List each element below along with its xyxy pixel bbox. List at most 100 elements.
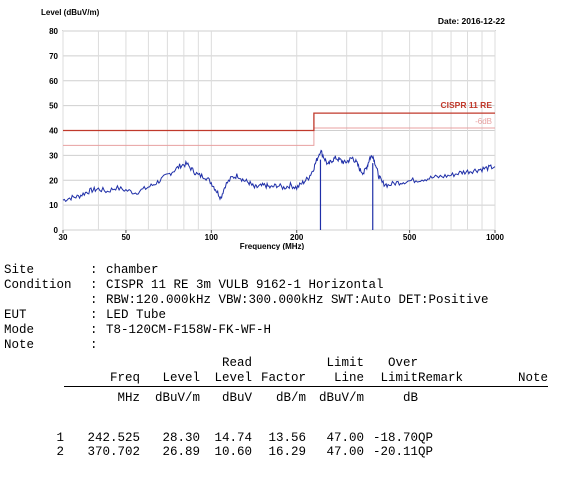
header-cell: Level xyxy=(214,371,252,385)
info-key: Condition xyxy=(4,278,72,292)
header-cell: Line xyxy=(333,371,364,385)
info-row-bandwidth: : RBW:120.000kHz VBW:300.000kHz SWT:Auto… xyxy=(4,293,489,308)
unit-cell xyxy=(502,386,548,409)
header-cell: Note xyxy=(517,371,548,385)
info-colon: : xyxy=(90,338,98,352)
limit-lines xyxy=(63,112,495,146)
unit-cell xyxy=(50,387,64,410)
table-cell: QP xyxy=(418,445,434,459)
series-line xyxy=(62,149,496,203)
info-colon: : xyxy=(90,278,98,292)
table-cell: 28.30 xyxy=(162,431,200,445)
emission-chart: 0 10 20 30 40 50 60 70 80 30 50 100 200 500 1000 Leve… xyxy=(41,8,505,250)
table-cell: 2 xyxy=(56,445,64,459)
series-lines xyxy=(62,149,496,203)
x-tick-label: 30 xyxy=(59,233,68,242)
x-tick-label: 500 xyxy=(403,233,417,242)
margin-line-label: -6dB xyxy=(475,117,492,126)
x-tick-labels: 30 50 100 200 500 1000 xyxy=(59,230,504,242)
info-value: RBW:120.000kHz VBW:300.000kHz SWT:Auto D… xyxy=(106,293,489,307)
table-cell: 14.74 xyxy=(214,431,252,445)
info-row-eut: EUT : LED Tube xyxy=(4,308,489,323)
header-row-bottom: Freq Level Level Factor Line Limit Remar… xyxy=(50,371,548,387)
header-cell xyxy=(252,356,306,371)
info-value: chamber xyxy=(106,263,159,277)
margin-line xyxy=(63,127,495,146)
limit-line xyxy=(63,112,495,132)
units-row: MHz dBuV/m dBuV dB/m dBuV/m dB xyxy=(50,386,548,410)
date-label: Date: 2016-12-22 xyxy=(438,16,505,26)
x-tick-label: 200 xyxy=(290,233,304,242)
header-cell: Level xyxy=(162,371,200,385)
info-row-site: Site : chamber xyxy=(4,263,489,278)
info-colon: : xyxy=(90,293,98,307)
y-axis-label: Level (dBuV/m) xyxy=(41,8,100,17)
header-cell xyxy=(50,356,64,371)
table-cell: -20.11 xyxy=(372,445,418,459)
table-cell xyxy=(502,445,548,459)
peak-markers xyxy=(319,159,374,230)
y-tick-label: 10 xyxy=(49,201,58,210)
table-cell: 26.89 xyxy=(162,445,200,459)
header-cell: Limit xyxy=(326,356,364,370)
table-cell: 47.00 xyxy=(326,445,364,459)
header-cell: Remark xyxy=(418,371,464,385)
header-cell: Factor xyxy=(260,371,306,385)
y-tick-label: 0 xyxy=(54,226,59,235)
info-key: Note xyxy=(4,338,35,352)
limit-line-label: CISPR 11 RE xyxy=(441,100,493,110)
y-tick-label: 20 xyxy=(49,176,58,185)
test-info: Site : chamber Condition : CISPR 11 RE 3… xyxy=(4,263,489,353)
table-cell: 13.56 xyxy=(268,431,306,445)
header-cell xyxy=(418,356,502,371)
y-tick-label: 40 xyxy=(49,127,58,136)
unit-cell xyxy=(418,386,502,409)
header-cell: Freq xyxy=(109,371,140,385)
header-cell xyxy=(50,371,64,387)
y-tick-label: 80 xyxy=(49,27,58,36)
table-row: 1 242.525 28.30 14.74 13.56 47.00 -18.70… xyxy=(50,431,548,445)
x-axis-label: Frequency (MHz) xyxy=(240,242,305,250)
header-cell: Limit xyxy=(380,371,418,385)
info-row-condition: Condition : CISPR 11 RE 3m VULB 9162-1 H… xyxy=(4,278,489,293)
unit-cell: dB xyxy=(364,386,418,409)
info-colon: : xyxy=(90,323,98,337)
x-tick-label: 1000 xyxy=(486,233,504,242)
header-cell: Read xyxy=(221,356,252,370)
unit-cell: MHz xyxy=(64,386,140,409)
table-cell: 370.702 xyxy=(87,445,140,459)
info-colon: : xyxy=(90,263,98,277)
results-table: Read Limit Over Freq Level Level Factor … xyxy=(50,356,548,459)
table-cell: 242.525 xyxy=(87,431,140,445)
header-cell: Over xyxy=(387,356,418,370)
info-key xyxy=(4,293,90,308)
info-row-mode: Mode : T8-120CM-F158W-FK-WF-H xyxy=(4,323,489,338)
spacer-row xyxy=(50,409,548,431)
y-tick-labels: 0 10 20 30 40 50 60 70 80 xyxy=(49,27,58,235)
unit-cell: dBuV/m xyxy=(140,386,200,409)
x-tick-label: 100 xyxy=(205,233,219,242)
table-cell: 10.60 xyxy=(214,445,252,459)
table-row: 2 370.702 26.89 10.60 16.29 47.00 -20.11… xyxy=(50,445,548,459)
y-tick-label: 70 xyxy=(49,52,58,61)
header-row-top: Read Limit Over xyxy=(50,356,548,371)
unit-cell: dB/m xyxy=(252,386,306,409)
y-tick-label: 50 xyxy=(49,102,58,111)
unit-cell: dBuV/m xyxy=(306,386,364,409)
table-cell: 16.29 xyxy=(268,445,306,459)
table-cell: -18.70 xyxy=(372,431,418,445)
info-key: EUT xyxy=(4,308,27,322)
info-value: T8-120CM-F158W-FK-WF-H xyxy=(106,323,272,337)
table-cell: QP xyxy=(418,431,434,445)
info-key: Mode xyxy=(4,323,35,337)
info-row-note: Note : xyxy=(4,338,489,353)
unit-cell: dBuV xyxy=(200,386,252,409)
header-cell xyxy=(64,356,140,371)
info-value: CISPR 11 RE 3m VULB 9162-1 Horizontal xyxy=(106,278,384,292)
header-cell xyxy=(502,356,548,371)
info-colon: : xyxy=(90,308,98,322)
y-tick-label: 60 xyxy=(49,77,58,86)
table-cell: 1 xyxy=(56,431,64,445)
x-tick-label: 50 xyxy=(121,233,130,242)
table-cell xyxy=(502,431,548,445)
